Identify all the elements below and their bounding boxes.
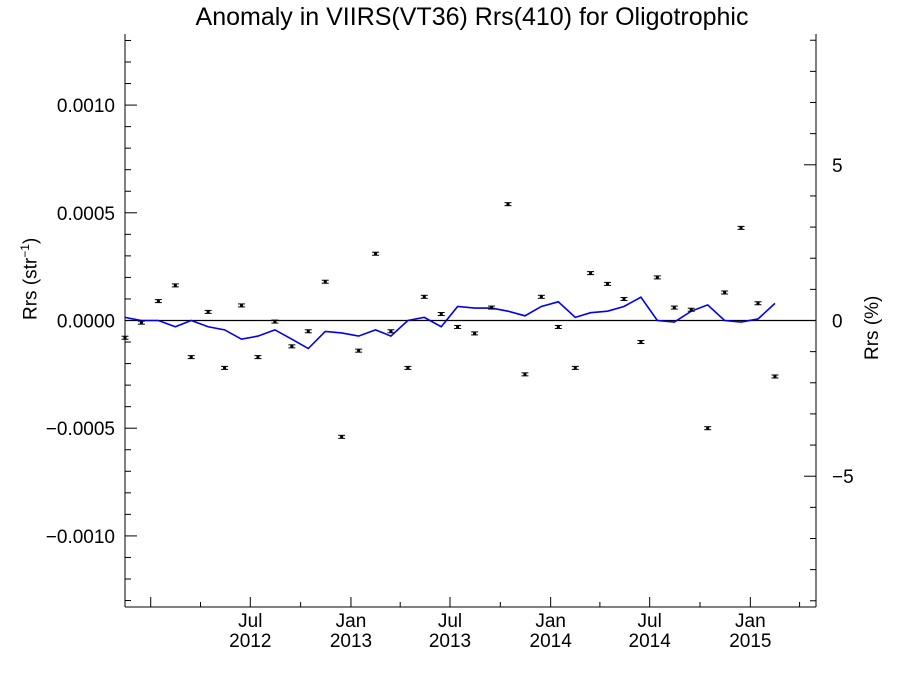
data-point — [222, 366, 227, 370]
data-point — [406, 366, 410, 370]
x-tick-label-year: 2014 — [629, 631, 672, 652]
y-tick-label: −0.0005 — [46, 419, 115, 440]
data-point — [622, 297, 626, 301]
data-point — [773, 374, 777, 379]
y-right-tick-label: 5 — [832, 156, 843, 177]
data-point — [655, 275, 659, 280]
y-right-tick-label: 0 — [832, 312, 843, 333]
data-point — [756, 301, 760, 305]
data-point — [489, 305, 494, 310]
data-point — [556, 325, 560, 329]
y-tick-label: 0.0000 — [57, 312, 115, 333]
data-point — [588, 271, 593, 275]
data-point — [422, 295, 426, 299]
data-point — [139, 321, 144, 325]
data-point — [689, 308, 693, 312]
x-tick-label-month: Jan — [535, 611, 566, 632]
data-point — [306, 329, 310, 333]
data-point — [506, 202, 510, 206]
chart-title: Anomaly in VIIRS(VT36) Rrs(410) for Olig… — [195, 3, 749, 31]
data-point — [357, 349, 361, 353]
data-point — [189, 355, 193, 359]
y-right-tick-label: −5 — [832, 467, 854, 488]
data-point — [273, 319, 277, 324]
x-tick-label-year: 2012 — [229, 631, 271, 652]
data-point — [439, 312, 443, 316]
data-point — [373, 252, 378, 256]
data-point — [706, 426, 710, 430]
data-point — [206, 310, 210, 314]
data-point — [290, 344, 294, 348]
data-point — [473, 331, 477, 336]
data-point — [256, 355, 260, 359]
data-point — [523, 372, 527, 376]
data-point — [389, 329, 393, 333]
y-tick-label: 0.0010 — [57, 96, 115, 117]
data-point — [173, 283, 177, 287]
data-point — [539, 295, 543, 299]
x-tick-label-year: 2013 — [330, 631, 372, 652]
data-point — [323, 280, 327, 284]
data-point — [340, 435, 344, 439]
x-tick-label-year: 2014 — [530, 631, 573, 652]
x-tick-label-month: Jan — [735, 611, 766, 632]
data-point — [456, 325, 460, 329]
data-point — [239, 303, 244, 308]
x-tick-label-month: Jul — [438, 611, 462, 632]
x-tick-label-month: Jul — [238, 611, 262, 632]
data-point — [605, 282, 610, 286]
data-point — [672, 305, 676, 310]
data-point — [739, 226, 743, 230]
data-point — [123, 336, 127, 340]
x-tick-label-year: 2013 — [429, 631, 471, 652]
x-tick-label-year: 2015 — [729, 631, 771, 652]
x-tick-label-month: Jul — [638, 611, 662, 632]
y-tick-label: −0.0010 — [46, 527, 115, 548]
data-point — [723, 290, 727, 295]
percent-anomaly-line — [124, 296, 776, 350]
data-point — [156, 299, 160, 303]
data-point — [639, 340, 643, 344]
data-point — [573, 366, 577, 370]
y-tick-label: 0.0005 — [57, 204, 115, 225]
x-tick-label-month: Jan — [336, 611, 367, 632]
